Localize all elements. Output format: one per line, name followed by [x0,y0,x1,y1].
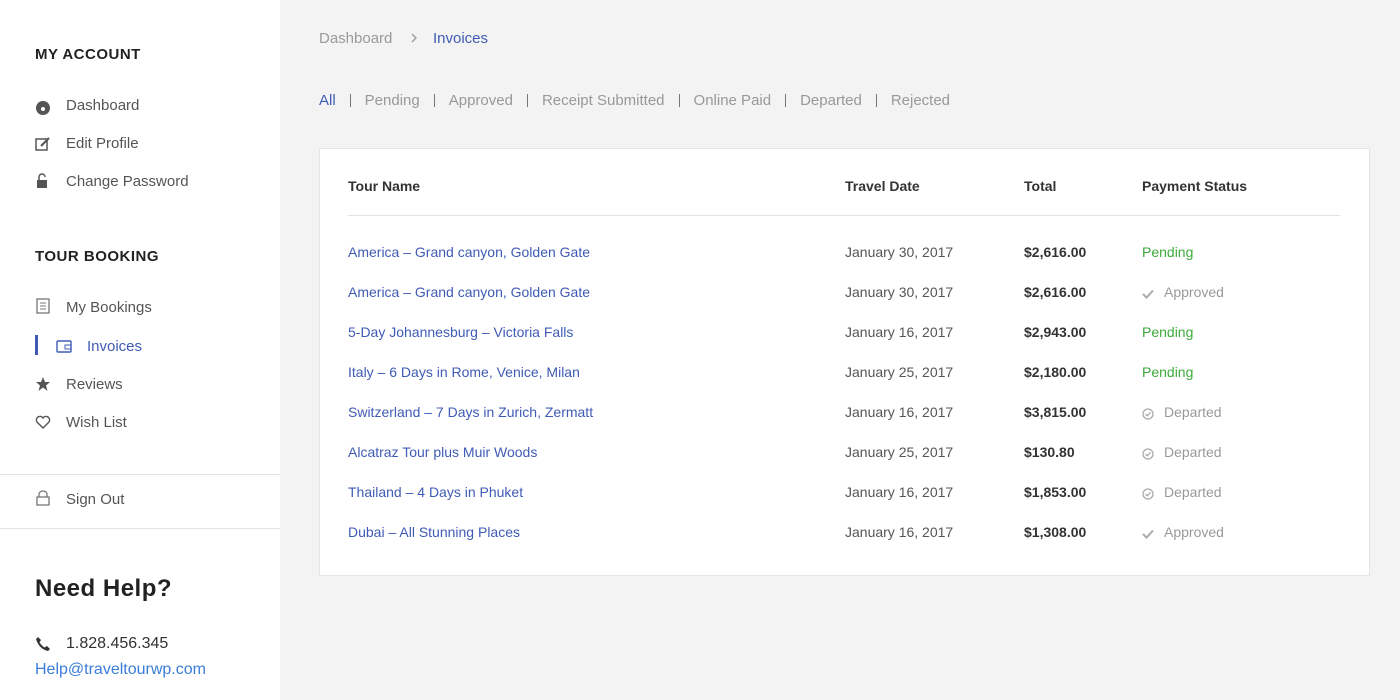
column-header: Travel Date [845,178,920,194]
section-title: MY ACCOUNT [35,46,141,63]
travel-date: January 16, 2017 [845,324,954,340]
divider [0,528,280,529]
travel-date: January 25, 2017 [845,364,954,380]
tour-link[interactable]: Dubai – All Stunning Places [348,524,520,540]
tour-link[interactable]: America – Grand canyon, Golden Gate [348,284,591,300]
icon [36,637,50,651]
tour-link[interactable]: 5-Day Johannesburg – Victoria Falls [348,324,574,340]
status: Pending [1142,364,1194,380]
status-icon [1142,527,1154,545]
travel-date: January 25, 2017 [845,444,954,460]
tour-link[interactable]: Italy – 6 Days in Rome, Venice, Milan [348,364,580,380]
travel-date: January 16, 2017 [845,484,954,500]
help-phone: 1.828.456.345 [66,635,169,652]
total: $2,616.00 [1024,284,1087,300]
status: Pending [1142,244,1194,260]
help-title: Need Help? [35,575,173,602]
filter-link[interactable]: Rejected [890,92,951,109]
total: $2,616.00 [1024,244,1087,260]
travel-date: January 30, 2017 [845,244,954,260]
breadcrumb-current: Invoices [433,30,489,47]
filter-bar: All Pending Approved Receipt Submitted Onlin… [319,92,950,109]
icon [36,377,50,391]
nav-link[interactable]: My Bookings [66,299,152,316]
icon [37,173,47,188]
column-header: Total [1024,178,1057,194]
total: $1,853.00 [1024,484,1087,500]
nav-link-active[interactable]: Invoices [87,338,143,355]
filter-separator [526,94,528,107]
total: $2,943.00 [1024,324,1087,340]
filter-link[interactable]: Pending [364,92,420,109]
filter-link[interactable]: Online Paid [693,92,772,109]
help-email[interactable]: Help@traveltourwp.com [35,661,206,678]
column-header: Payment Status [1142,178,1248,194]
filter-separator [433,94,435,107]
total: $1,308.00 [1024,524,1087,540]
status-icon [1142,447,1154,465]
status: Approved [1164,284,1224,300]
total: $2,180.00 [1024,364,1087,380]
divider [0,474,280,475]
nav-link[interactable]: Reviews [66,376,123,393]
filter-link[interactable]: Approved [448,92,513,109]
icon [35,415,51,429]
tour-link[interactable]: America – Grand canyon, Golden Gate [348,244,591,260]
column-header: Tour Name [348,178,421,194]
nav-link[interactable]: Sign Out [66,491,125,508]
filter-separator [349,94,351,107]
status: Departed [1164,444,1222,460]
breadcrumb-chevron [411,33,417,43]
breadcrumb-link[interactable]: Dashboard [319,30,393,47]
nav-link[interactable]: Edit Profile [66,135,139,152]
travel-date: January 16, 2017 [845,404,954,420]
section-title: TOUR BOOKING [35,248,160,265]
status: Approved [1164,524,1224,540]
nav-link[interactable]: Change Password [66,173,189,190]
status: Pending [1142,324,1194,340]
status: Departed [1164,484,1222,500]
tour-link[interactable]: Switzerland – 7 Days in Zurich, Zermatt [348,404,594,420]
total: $130.80 [1024,444,1075,460]
status-icon [1142,487,1154,505]
tour-link[interactable]: Alcatraz Tour plus Muir Woods [348,444,538,460]
status: Departed [1164,404,1222,420]
status-icon [1142,287,1154,305]
nav-link[interactable]: Wish List [66,414,127,431]
icon [35,137,50,151]
icon [36,490,50,506]
nav-link[interactable]: Dashboard [66,97,140,114]
status-icon [1142,407,1154,425]
travel-date: January 16, 2017 [845,524,954,540]
invoice-table: Tour Name Travel Date Total Payment Status A… [319,148,1370,576]
icon [36,298,50,314]
icon [36,101,50,115]
total: $3,815.00 [1024,404,1087,420]
filter-link[interactable]: Departed [800,92,862,109]
filter-link[interactable]: Receipt Submitted [541,92,665,109]
filter-separator [875,94,877,107]
tour-link[interactable]: Thailand – 4 Days in Phuket [348,484,524,500]
sidebar: MY ACCOUNT Dashboard Edit Profile Change… [0,0,280,700]
active-indicator [35,335,38,355]
filter-separator [678,94,680,107]
filter-active[interactable]: All [319,92,336,109]
icon [56,340,72,353]
filter-separator [785,94,787,107]
travel-date: January 30, 2017 [845,284,954,300]
header-divider [348,215,1340,216]
